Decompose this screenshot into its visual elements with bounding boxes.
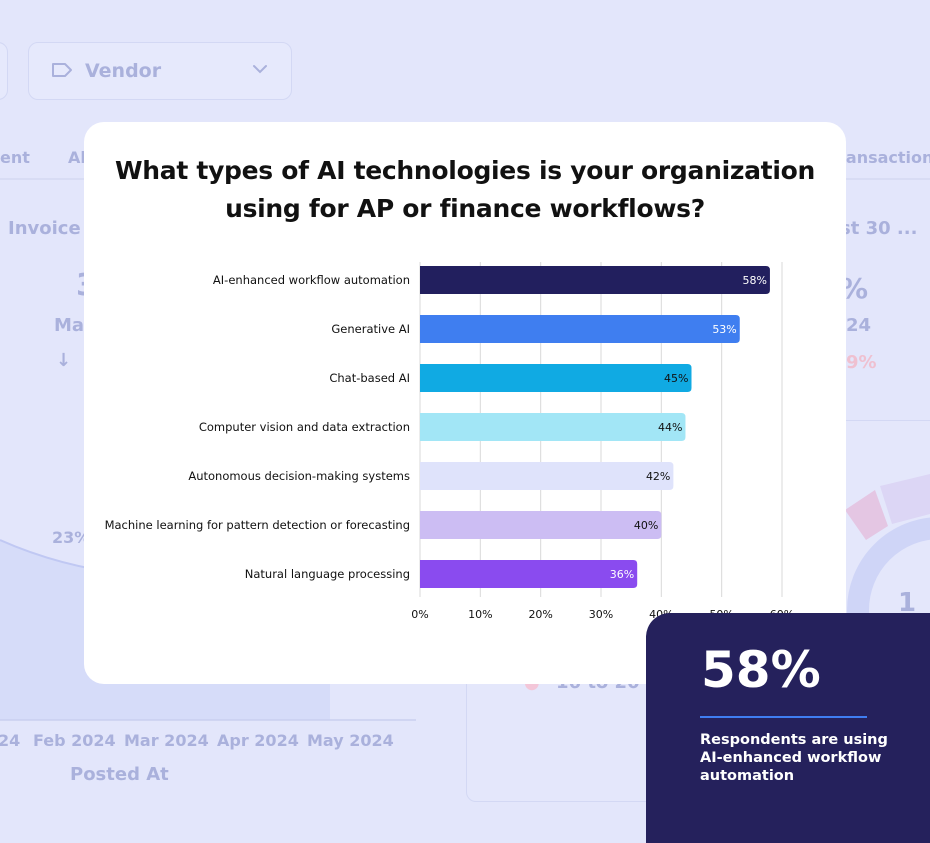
category-label: Natural language processing [245, 567, 410, 581]
bg-area-pct: 23% [52, 528, 91, 547]
bg-donut-chart [845, 474, 930, 670]
x-tick-label: 30% [589, 608, 613, 621]
category-label: Autonomous decision-making systems [188, 469, 410, 483]
callout-divider [700, 716, 867, 718]
bg-down-arrow-icon: ↓ [56, 350, 72, 371]
bg-month-4: May 2024 [307, 731, 394, 750]
bar [420, 511, 662, 539]
category-label: Computer vision and data extraction [199, 420, 410, 434]
data-label: 44% [658, 421, 682, 434]
x-tick-label: 0% [411, 608, 428, 621]
bg-metric-year: 24 [846, 315, 872, 336]
bg-month-1: Feb 2024 [33, 731, 116, 750]
bg-metric-change: 9% [846, 352, 877, 373]
bg-tab-1[interactable]: Al [68, 148, 86, 167]
chevron-down-icon [253, 65, 267, 74]
bg-month-0: 24 [0, 731, 21, 750]
bg-tab-2[interactable]: ransactions [838, 148, 930, 167]
callout-value: 58% [701, 641, 821, 699]
callout-panel: 58% Respondents are using AI-enhanced wo… [646, 613, 930, 843]
bar [420, 413, 686, 441]
tag-icon [52, 63, 72, 77]
data-label: 42% [646, 470, 670, 483]
category-label: Chat-based AI [329, 371, 410, 385]
bg-last-label: st 30 ... [840, 218, 918, 239]
bg-axis-title: Posted At [70, 764, 169, 785]
x-tick-label: 10% [468, 608, 492, 621]
bg-donut-center: 1 [898, 588, 917, 618]
bg-tab-0[interactable]: ent [0, 148, 30, 167]
vendor-filter-label: Vendor [85, 60, 162, 82]
bar-chart: 0%10%20%30%40%50%60%AI-enhanced workflow… [105, 262, 794, 621]
bar [420, 315, 740, 343]
data-label: 58% [742, 274, 766, 287]
bg-invoice-label: Invoice D [8, 218, 102, 239]
x-tick-label: 20% [528, 608, 552, 621]
left-filter-stub[interactable] [0, 42, 8, 100]
data-label: 36% [610, 568, 634, 581]
bar [420, 266, 770, 294]
category-label: AI-enhanced workflow automation [213, 273, 410, 287]
bg-month-2: Mar 2024 [124, 731, 209, 750]
bar [420, 462, 674, 490]
chart-title: What types of AI technologies is your or… [115, 156, 815, 223]
bar [420, 560, 638, 588]
callout-text: Respondents are using AI-enhanced workfl… [700, 732, 888, 784]
bar [420, 364, 692, 392]
data-label: 53% [712, 323, 736, 336]
data-label: 40% [634, 519, 658, 532]
bg-metric-label: Ma [54, 315, 85, 336]
vendor-filter[interactable]: Vendor [28, 42, 292, 100]
category-label: Machine learning for pattern detection o… [105, 518, 410, 532]
bg-month-3: Apr 2024 [217, 731, 299, 750]
chart-card: What types of AI technologies is your or… [84, 122, 846, 684]
category-label: Generative AI [331, 322, 410, 336]
data-label: 45% [664, 372, 688, 385]
